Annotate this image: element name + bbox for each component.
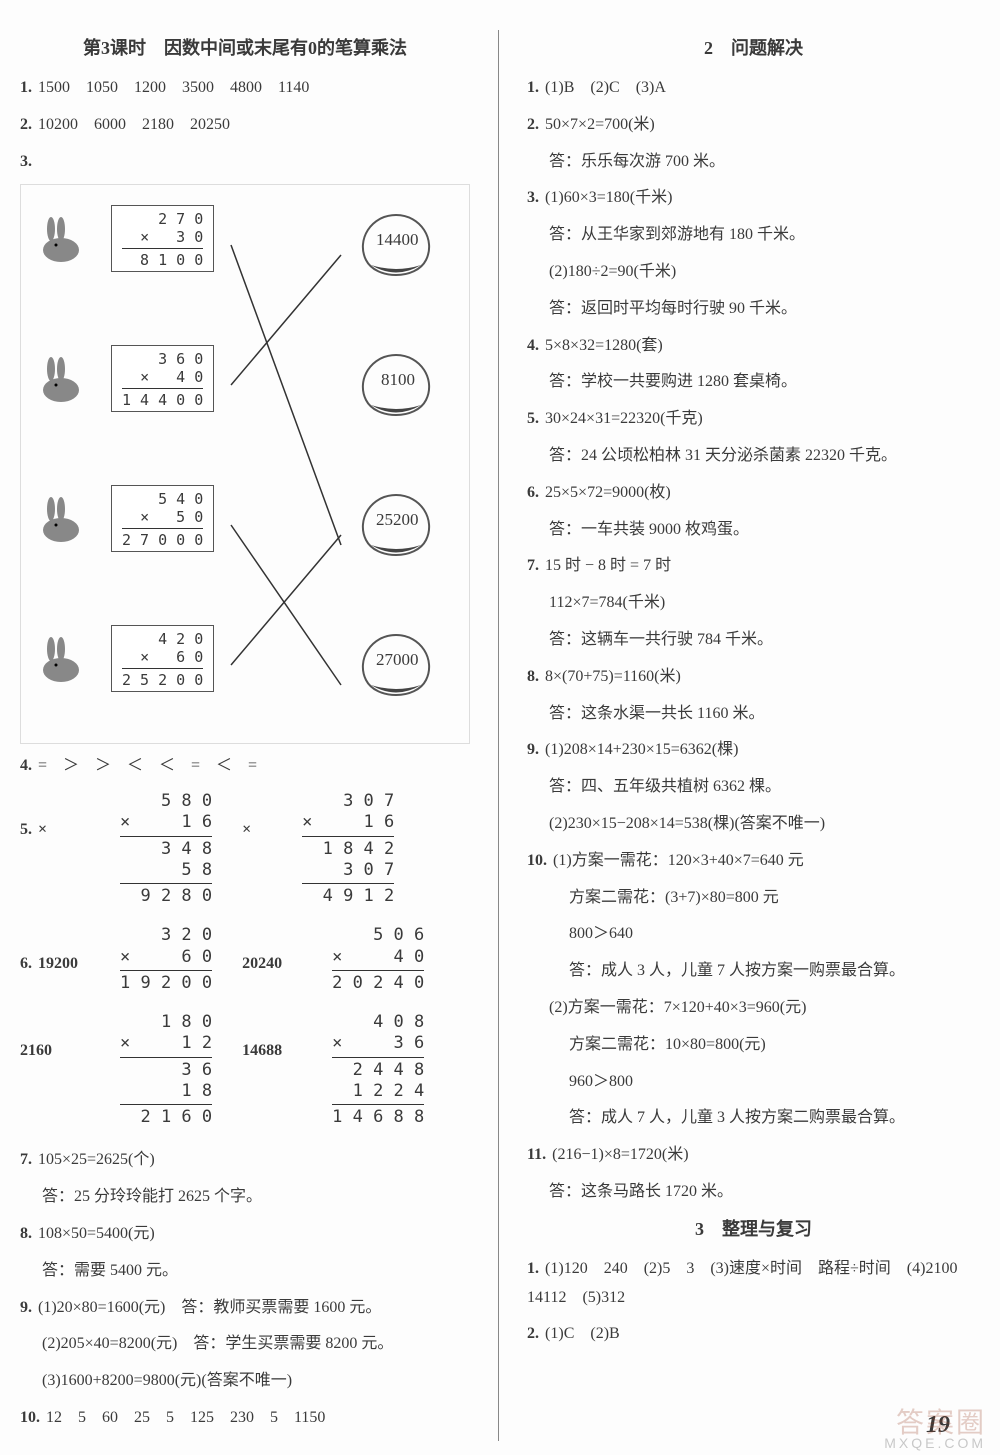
r-r2: 2.(1)C (2)B xyxy=(527,1320,980,1349)
r-q10-e: (2)方案一需花：7×120+40×3=960(元) xyxy=(549,994,980,1023)
q6b-row: 2160 1 8 0 × 1 2 3 6 1 8 2 1 6 0 14688 4… xyxy=(20,1012,470,1128)
rabbit-icon xyxy=(31,635,91,685)
vcalc-5b: 3 0 7 × 1 6 1 8 4 2 3 0 7 4 9 1 2 xyxy=(302,791,394,907)
q4: 4.= ＞ ＞ ＜ ＜ = ＜ = xyxy=(20,752,470,781)
vcalc-6b: 5 0 6 × 4 0 2 0 2 4 0 xyxy=(332,925,424,994)
line-4 xyxy=(231,535,341,665)
q3: 3. xyxy=(20,148,470,177)
r-q11-ans: 答：这条马路长 1720 米。 xyxy=(549,1178,980,1207)
vcalc-6c: 1 8 0 × 1 2 3 6 1 8 2 1 6 0 xyxy=(120,1012,212,1128)
q10: 10.12 5 60 25 5 125 230 5 1150 xyxy=(20,1404,470,1433)
peach-label-3: 25200 xyxy=(376,510,419,530)
left-title: 第3课时 因数中间或末尾有0的笔算乘法 xyxy=(20,34,470,60)
r-q6-ans: 答：一车共装 9000 枚鸡蛋。 xyxy=(549,516,980,545)
r-q4-ans: 答：学校一共要购进 1280 套桌椅。 xyxy=(549,368,980,397)
r-q1: 1.(1)B (2)C (3)A xyxy=(527,74,980,103)
q1: 1.1500 1050 1200 3500 4800 1140 xyxy=(20,74,470,103)
r-q11: 11.(216−1)×8=1720(米) xyxy=(527,1141,980,1170)
calc-box-2: 3 6 0 × 4 0 1 4 4 0 0 xyxy=(111,345,214,412)
matching-diagram: 2 7 0 × 3 0 8 1 0 0 3 6 0 × 4 0 1 4 4 0 … xyxy=(20,184,470,744)
line-1 xyxy=(231,245,341,545)
peach-label-4: 27000 xyxy=(376,650,419,670)
q7: 7.105×25=2625(个) xyxy=(20,1146,470,1175)
r-q2: 2.50×7×2=700(米) xyxy=(527,111,980,140)
r-q8-ans: 答：这条水渠一共长 1160 米。 xyxy=(549,700,980,729)
r-q9: 9.(1)208×14+230×15=6362(棵) xyxy=(527,736,980,765)
q9: 9.(1)20×80=1600(元) 答：教师买票需要 1600 元。 xyxy=(20,1294,470,1323)
r-q9-b: 答：四、五年级共植树 6362 棵。 xyxy=(549,773,980,802)
r-q8: 8.8×(70+75)=1160(米) xyxy=(527,663,980,692)
vcalc-6d: 4 0 8 × 3 6 2 4 4 8 1 2 2 4 1 4 6 8 8 xyxy=(332,1012,424,1128)
q9-c: (3)1600+8200=9800(元)(答案不唯一) xyxy=(42,1367,470,1396)
right-title-1: 2 问题解决 xyxy=(527,34,980,60)
r-q6: 6.25×5×72=9000(枚) xyxy=(527,479,980,508)
r-q2-ans: 答：乐乐每次游 700 米。 xyxy=(549,148,980,177)
line-3 xyxy=(231,525,341,685)
q5-row: 5.× 5 8 0 × 1 6 3 4 8 5 8 9 2 8 0 × 3 0 … xyxy=(20,791,470,907)
r-q7-b: 112×7=784(千米) xyxy=(549,589,980,618)
r-q10-d: 答：成人 3 人，儿童 7 人按方案一购票最合算。 xyxy=(569,957,980,986)
rabbit-icon xyxy=(31,495,91,545)
calc-box-3: 5 4 0 × 5 0 2 7 0 0 0 xyxy=(111,485,214,552)
r-q3: 3.(1)60×3=180(千米) xyxy=(527,184,980,213)
r-q9-c: (2)230×15−208×14=538(棵)(答案不唯一) xyxy=(549,810,980,839)
r-r1: 1.(1)120 240 (2)5 3 (3)速度×时间 路程÷时间 (4)21… xyxy=(527,1255,980,1313)
calc-box-1: 2 7 0 × 3 0 8 1 0 0 xyxy=(111,205,214,272)
r-q3-b: 答：从王华家到郊游地有 180 千米。 xyxy=(549,221,980,250)
peach-label-1: 14400 xyxy=(376,230,419,250)
q9-b: (2)205×40=8200(元) 答：学生买票需要 8200 元。 xyxy=(42,1330,470,1359)
r-q10-g: 960＞800 xyxy=(569,1068,980,1097)
watermark-url: MXQE.COM xyxy=(884,1435,986,1451)
r-q3-c: (2)180÷2=90(千米) xyxy=(549,258,980,287)
r-q5: 5.30×24×31=22320(千克) xyxy=(527,405,980,434)
q8-answer: 答：需要 5400 元。 xyxy=(42,1257,470,1286)
r-q4: 4.5×8×32=1280(套) xyxy=(527,332,980,361)
rabbit-icon xyxy=(31,355,91,405)
r-q10-b: 方案二需花：(3+7)×80=800 元 xyxy=(569,884,980,913)
q8: 8.108×50=5400(元) xyxy=(20,1220,470,1249)
r-q7: 7.15 时 − 8 时 = 7 时 xyxy=(527,552,980,581)
vcalc-6a: 3 2 0 × 6 0 1 9 2 0 0 xyxy=(120,925,212,994)
r-q7-c: 答：这辆车一共行驶 784 千米。 xyxy=(549,626,980,655)
r-q10-c: 800＞640 xyxy=(569,920,980,949)
left-column: 第3课时 因数中间或末尾有0的笔算乘法 1.1500 1050 1200 350… xyxy=(20,30,470,1441)
r-q10-h: 答：成人 7 人，儿童 3 人按方案二购票最合算。 xyxy=(569,1104,980,1133)
q7-answer: 答：25 分玲玲能打 2625 个字。 xyxy=(42,1183,470,1212)
right-title-2: 3 整理与复习 xyxy=(527,1215,980,1241)
r-q10-f: 方案二需花：10×80=800(元) xyxy=(569,1031,980,1060)
vcalc-5a: 5 8 0 × 1 6 3 4 8 5 8 9 2 8 0 xyxy=(120,791,212,907)
r-q5-ans: 答：24 公顷松柏林 31 天分泌杀菌素 22320 千克。 xyxy=(549,442,980,471)
r-q10: 10.(1)方案一需花：120×3+40×7=640 元 xyxy=(527,847,980,876)
rabbit-icon xyxy=(31,215,91,265)
q2: 2.10200 6000 2180 20250 xyxy=(20,111,470,140)
right-column: 2 问题解决 1.(1)B (2)C (3)A 2.50×7×2=700(米) … xyxy=(498,30,980,1441)
q6-row: 6.19200 3 2 0 × 6 0 1 9 2 0 0 20240 5 0 … xyxy=(20,925,470,994)
peach-label-2: 8100 xyxy=(381,370,415,390)
r-q3-d: 答：返回时平均每时行驶 90 千米。 xyxy=(549,295,980,324)
line-2 xyxy=(231,255,341,385)
calc-box-4: 4 2 0 × 6 0 2 5 2 0 0 xyxy=(111,625,214,692)
